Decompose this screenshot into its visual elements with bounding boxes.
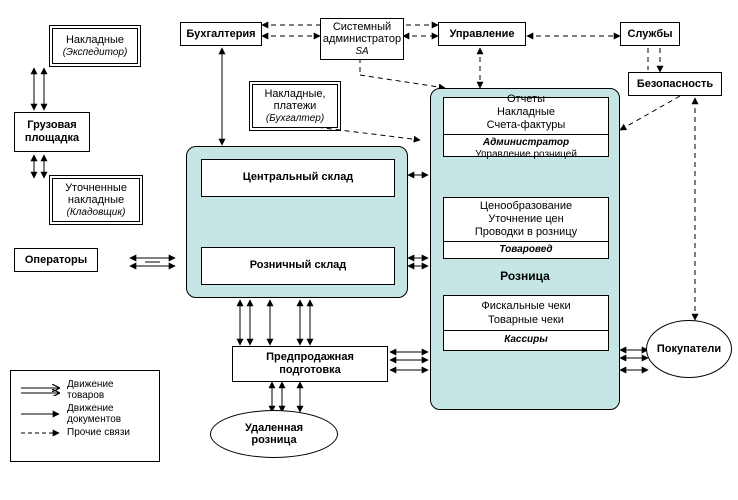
sub: SA	[355, 46, 368, 58]
l1: Предпродажная	[266, 351, 354, 364]
r1l1: Отчеты	[507, 93, 545, 106]
node-pokupateli: Покупатели	[646, 320, 732, 378]
l2: администратор	[323, 33, 401, 46]
node-bezop: Безопасность	[628, 72, 722, 96]
label: Прочие связи	[67, 427, 130, 438]
l1: Уточненные	[65, 182, 127, 195]
legend-goods: Движение товаров	[19, 379, 153, 401]
node-udal: Удаленная розница	[210, 410, 338, 458]
r2l1: Администратор	[483, 137, 569, 149]
r5l2: Товарные чеки	[488, 314, 564, 327]
l2: площадка	[25, 132, 79, 145]
node-sysadm: Системный администратор SA	[320, 18, 404, 60]
r1l3: Счета-фактуры	[487, 119, 566, 132]
sub: (Кладовщик)	[67, 207, 126, 219]
label: Безопасность	[637, 78, 713, 91]
node-gruz: Грузовая площадка	[14, 112, 90, 152]
r2l2: Управление розницей	[475, 149, 577, 161]
l2: накладные	[68, 194, 124, 207]
r3l1: Ценообразование	[480, 200, 572, 213]
r4l1: Товаровед	[499, 244, 552, 256]
roznitsa-r3r4: Ценообразование Уточнение цен Проводки в…	[443, 197, 609, 259]
roznitsa-r5r6: Фискальные чеки Товарные чеки Кассиры	[443, 295, 609, 351]
r3l3: Проводки в розницу	[475, 226, 577, 239]
node-bukh: Бухгалтерия	[180, 22, 262, 46]
label: Покупатели	[657, 343, 721, 355]
legend-other: Прочие связи	[19, 427, 153, 438]
l2: подготовка	[279, 364, 340, 377]
node-upravl: Управление	[438, 22, 526, 46]
label: Службы	[627, 28, 672, 41]
node-central: Центральный склад	[201, 159, 395, 197]
label: Накладные	[66, 34, 124, 47]
roznitsa-header: Розница	[431, 269, 619, 283]
roznitsa-r1r2: Отчеты Накладные Счета-фактуры Администр…	[443, 97, 609, 157]
label: Операторы	[25, 254, 87, 267]
panel-roznitsa: Отчеты Накладные Счета-фактуры Администр…	[430, 88, 620, 410]
l1: Системный	[333, 21, 391, 34]
r1l2: Накладные	[497, 106, 555, 119]
legend: Движение товаров Движение документов Про…	[10, 370, 160, 462]
node-utochn: Уточненные накладные (Кладовщик)	[52, 178, 140, 222]
label: Розничный склад	[250, 259, 347, 272]
label: Управление	[449, 28, 514, 41]
node-roznichny: Розничный склад	[201, 247, 395, 285]
r3l2: Уточнение цен	[488, 213, 563, 226]
panel-warehouse: Центральный склад Розничный склад	[186, 146, 408, 298]
legend-docs: Движение документов	[19, 403, 153, 425]
sub: (Бухгалтер)	[266, 113, 324, 125]
r6l1: Кассиры	[504, 334, 548, 346]
node-nakladnye: Накладные (Экспедитор)	[52, 28, 138, 64]
l2: розница	[245, 434, 303, 446]
l1: Накладные,	[264, 88, 325, 101]
l1: Грузовая	[27, 119, 76, 132]
sublabel: (Экспедитор)	[63, 47, 128, 59]
label: Центральный склад	[243, 171, 354, 184]
label: Движение документов	[67, 403, 153, 425]
label: Движение товаров	[67, 379, 153, 401]
label: Бухгалтерия	[186, 28, 255, 41]
node-operatory: Операторы	[14, 248, 98, 272]
node-nakl-plat: Накладные, платежи (Бухгалтер)	[252, 84, 338, 128]
node-predprod: Предпродажная подготовка	[232, 346, 388, 382]
r5l1: Фискальные чеки	[481, 300, 570, 313]
node-sluzhby: Службы	[620, 22, 680, 46]
l1: Удаленная	[245, 422, 303, 434]
l2: платежи	[274, 100, 317, 113]
